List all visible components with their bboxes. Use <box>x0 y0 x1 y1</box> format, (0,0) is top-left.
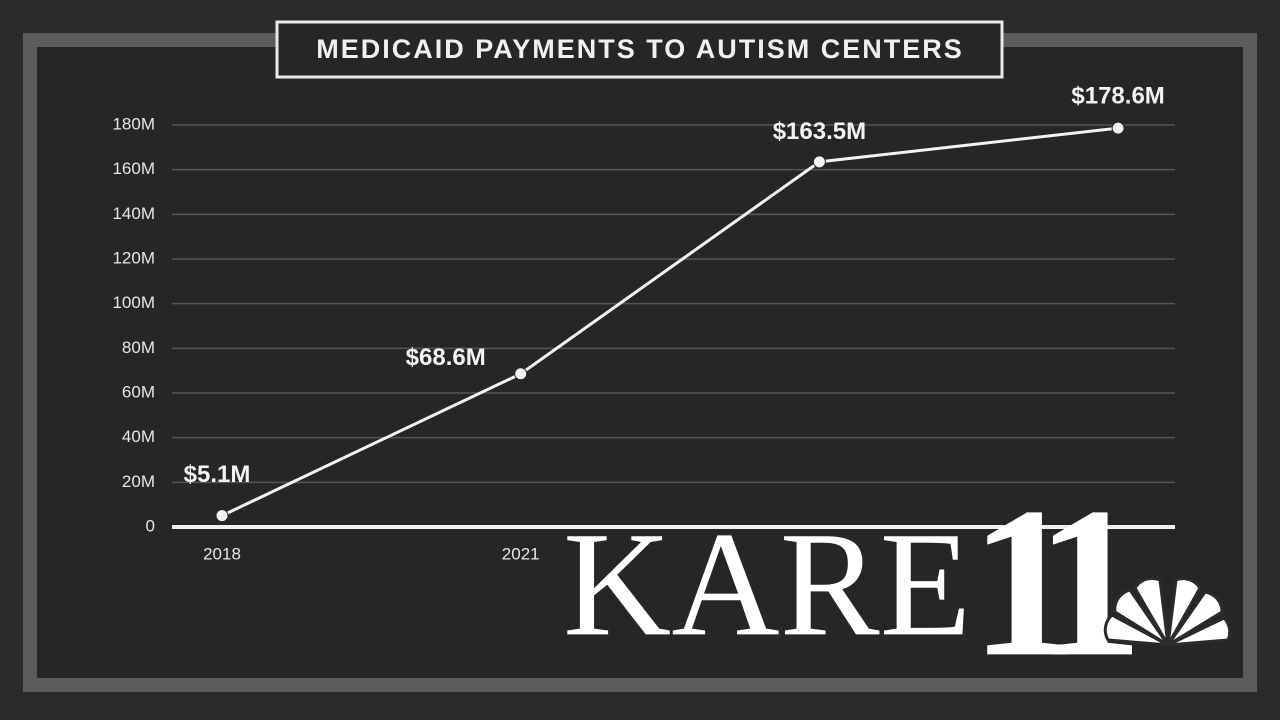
y-tick-label: 120M <box>112 248 155 267</box>
y-tick-label: 100M <box>112 293 155 312</box>
title-box <box>275 20 1004 79</box>
value-label: $68.6M <box>406 344 486 371</box>
line <box>221 126 1119 517</box>
y-tick-label: 160M <box>112 159 155 178</box>
y-tick-label: 60M <box>122 382 155 401</box>
value-label: $178.6M <box>1071 82 1164 109</box>
point <box>812 155 826 169</box>
y-tick-label: 80M <box>122 338 155 357</box>
plot: 0 20M 40M 60M 80M 100M 120M 140M 160M 180M 2018 202… <box>112 82 1175 563</box>
y-tick-label: 20M <box>122 472 155 491</box>
point <box>514 367 528 381</box>
y-tick-label: 180M <box>112 114 155 133</box>
y-tick-label: 140M <box>112 204 155 223</box>
logo-name: KARE <box>563 501 971 667</box>
value-label: $163.5M <box>773 118 866 145</box>
x-tick-label: 2018 <box>203 544 241 563</box>
point <box>215 509 229 523</box>
chart-title: MEDICAID PAYMENTS TO AUTISM CENTERS <box>316 34 964 64</box>
logo-number: 11 <box>970 462 1133 701</box>
x-tick-label: 2021 <box>502 544 540 563</box>
y-tick-label: 0 <box>146 516 155 535</box>
value-label: $5.1M <box>184 461 251 488</box>
peacock <box>1103 576 1232 647</box>
y-tick-label: 40M <box>122 427 155 446</box>
panel <box>23 33 1257 692</box>
point <box>1111 121 1125 135</box>
